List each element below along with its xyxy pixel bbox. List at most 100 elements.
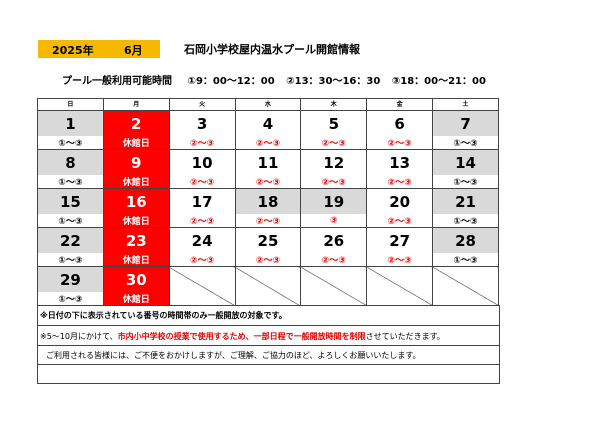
day-number: 27 bbox=[366, 227, 434, 253]
open-slots-label: ②～③ bbox=[168, 253, 236, 267]
open-slots-label: ②～③ bbox=[366, 253, 434, 267]
calendar-table: 日 月 火 水 木 金 土 1 2 3 4 5 6 7 ①～③ 休館日 ②～③ ②～③ ②～③ ②～③ ①… bbox=[37, 98, 499, 306]
day-number: 17 bbox=[168, 188, 236, 214]
note-restriction: ※5～10月にかけて、市内小中学校の授業で使用するため、一部日程で一般開放時間を… bbox=[40, 331, 445, 342]
day-number: 6 bbox=[366, 110, 434, 136]
open-slots-label: ②～③ bbox=[300, 175, 368, 189]
calendar-day-row: 15 16 17 18 19 20 21 bbox=[37, 188, 499, 214]
page-title: 石岡小学校屋内温水プール開館情報 bbox=[184, 43, 360, 56]
day-number: 21 bbox=[432, 188, 499, 214]
note-restriction-prefix: ※5～10月にかけて、 bbox=[40, 332, 118, 341]
weekday-fri: 金 bbox=[366, 98, 434, 111]
open-slots-label: ②～③ bbox=[366, 214, 434, 228]
open-slots-label: ①～③ bbox=[432, 214, 499, 228]
day-number: 16 bbox=[102, 188, 170, 214]
calendar-day-row: 29 30 bbox=[37, 266, 499, 306]
open-slots-label: ①～③ bbox=[432, 253, 499, 267]
empty-day-cell bbox=[432, 266, 499, 306]
day-number: 15 bbox=[37, 188, 104, 214]
day-number: 9 bbox=[102, 149, 170, 175]
notes-divider bbox=[38, 364, 499, 365]
calendar-slot-row: ①～③ 休館日 bbox=[37, 292, 499, 306]
closed-day-label: 休館日 bbox=[102, 175, 170, 189]
open-slots-label: ②～③ bbox=[168, 136, 236, 150]
weekday-sun: 日 bbox=[37, 98, 104, 111]
open-slots-label: ①～③ bbox=[37, 136, 104, 150]
note-restriction-suffix: させていただきます。 bbox=[365, 332, 445, 341]
open-slots-label: ①～③ bbox=[37, 214, 104, 228]
open-slots-label: ②～③ bbox=[234, 253, 302, 267]
day-number: 8 bbox=[37, 149, 104, 175]
calendar-slot-row: ①～③ 休館日 ②～③ ②～③ ③ ②～③ ①～③ bbox=[37, 214, 499, 228]
open-slots-label: ①～③ bbox=[37, 253, 104, 267]
calendar-day-row: 22 23 24 25 26 27 28 bbox=[37, 227, 499, 253]
open-slots-label: ②～③ bbox=[234, 175, 302, 189]
weekday-header-row: 日 月 火 水 木 金 土 bbox=[37, 98, 499, 111]
hours-slot-1: ①9：00～12：00 bbox=[187, 76, 275, 87]
closed-day-label: 休館日 bbox=[102, 292, 170, 306]
empty-day-cell bbox=[234, 266, 302, 306]
closed-day-label: 休館日 bbox=[102, 253, 170, 267]
calendar-slot-row: ①～③ 休館日 ②～③ ②～③ ②～③ ②～③ ①～③ bbox=[37, 175, 499, 189]
year-month-banner: 2025年 6月 bbox=[38, 40, 160, 58]
day-number: 11 bbox=[234, 149, 302, 175]
closed-day-label: 休館日 bbox=[102, 214, 170, 228]
day-number: 30 bbox=[102, 266, 170, 292]
weekday-sat: 土 bbox=[432, 98, 499, 111]
day-number: 5 bbox=[300, 110, 368, 136]
open-slots-label: ③ bbox=[300, 214, 368, 228]
day-number: 2 bbox=[102, 110, 170, 136]
open-slots-label: ②～③ bbox=[168, 214, 236, 228]
notes-divider bbox=[38, 325, 499, 326]
empty-day-cell bbox=[168, 266, 236, 306]
open-slots-label: ②～③ bbox=[300, 136, 368, 150]
note-apology: ご利用される皆様には、ご不便をおかけしますが、ご理解、ご協力のほど、よろしくお願… bbox=[46, 351, 421, 360]
weekday-mon: 月 bbox=[102, 98, 170, 111]
hours-label: プール一般利用可能時間 bbox=[62, 76, 172, 87]
year-label: 2025年 bbox=[52, 44, 94, 57]
day-number: 26 bbox=[300, 227, 368, 253]
open-slots-label: ②～③ bbox=[234, 136, 302, 150]
open-slots-label: ②～③ bbox=[300, 253, 368, 267]
open-slots-label: ①～③ bbox=[37, 175, 104, 189]
day-number: 4 bbox=[234, 110, 302, 136]
weekday-tue: 火 bbox=[168, 98, 236, 111]
open-slots-label: ①～③ bbox=[432, 136, 499, 150]
day-number: 14 bbox=[432, 149, 499, 175]
calendar-slot-row: ①～③ 休館日 ②～③ ②～③ ②～③ ②～③ ①～③ bbox=[37, 136, 499, 150]
open-slots-label: ②～③ bbox=[366, 175, 434, 189]
day-number: 7 bbox=[432, 110, 499, 136]
day-number: 23 bbox=[102, 227, 170, 253]
day-number: 1 bbox=[37, 110, 104, 136]
day-number: 18 bbox=[234, 188, 302, 214]
weekday-wed: 水 bbox=[234, 98, 302, 111]
day-number: 10 bbox=[168, 149, 236, 175]
note-time-slots: ※日付の下に表示されている番号の時間帯のみ一般開放の対象です。 bbox=[40, 311, 287, 320]
pool-hours: プール一般利用可能時間 ①9：00～12：00 ②13：30～16：30 ③18… bbox=[62, 72, 498, 87]
day-number: 19 bbox=[300, 188, 368, 214]
day-number: 28 bbox=[432, 227, 499, 253]
weekday-thu: 木 bbox=[300, 98, 368, 111]
note-restriction-highlight: 市内小中学校の授業で使用するため、一部日程で一般開放時間を制限 bbox=[117, 332, 366, 341]
day-number: 22 bbox=[37, 227, 104, 253]
open-slots-label: ①～③ bbox=[432, 175, 499, 189]
notes-panel: ※日付の下に表示されている番号の時間帯のみ一般開放の対象です。 ※5～10月にか… bbox=[37, 305, 500, 384]
closed-day-label: 休館日 bbox=[102, 136, 170, 150]
open-slots-label: ②～③ bbox=[366, 136, 434, 150]
day-number: 13 bbox=[366, 149, 434, 175]
open-slots-label: ②～③ bbox=[234, 214, 302, 228]
open-slots-label: ①～③ bbox=[37, 292, 104, 306]
hours-slot-2: ②13：30～16：30 bbox=[286, 76, 381, 87]
open-slots-label: ②～③ bbox=[168, 175, 236, 189]
empty-day-cell bbox=[366, 266, 434, 306]
day-number: 24 bbox=[168, 227, 236, 253]
day-number: 3 bbox=[168, 110, 236, 136]
calendar-day-row: 8 9 10 11 12 13 14 bbox=[37, 149, 499, 175]
month-label: 6月 bbox=[124, 44, 143, 57]
hours-slot-3: ③18：00～21：00 bbox=[391, 76, 486, 87]
empty-day-cell bbox=[300, 266, 368, 306]
calendar-slot-row: ①～③ 休館日 ②～③ ②～③ ②～③ ②～③ ①～③ bbox=[37, 253, 499, 267]
day-number: 29 bbox=[37, 266, 104, 292]
day-number: 12 bbox=[300, 149, 368, 175]
